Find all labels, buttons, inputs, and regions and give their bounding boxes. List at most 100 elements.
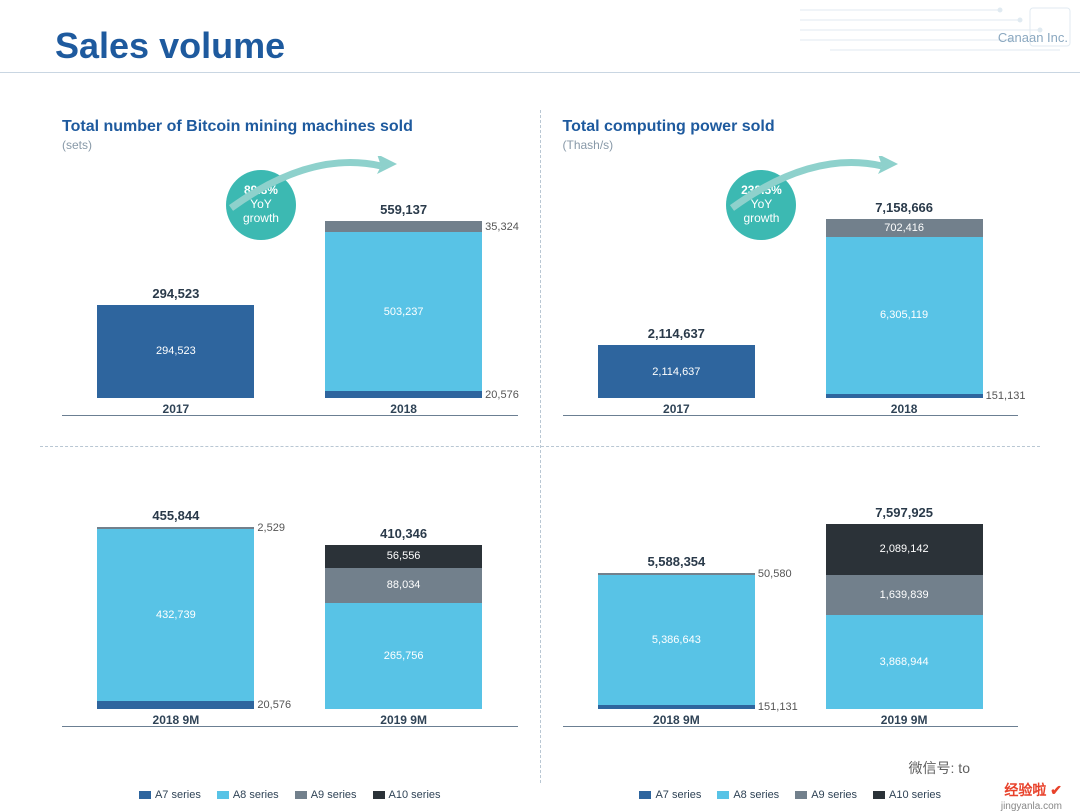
bar-stack: 265,756 88,034 56,556 — [325, 545, 482, 709]
bar-total-label: 7,597,925 — [875, 505, 933, 520]
chart-plot-area: 89.8%YoYgrowth294,523294,5232017559,1372… — [62, 158, 518, 436]
segment-label: 151,131 — [758, 701, 798, 713]
bar-column: 455,84420,576432,7392,5292018 9M — [80, 508, 271, 727]
bar-segment-a9: 35,324 — [325, 221, 482, 232]
legend-item: A10 series — [873, 789, 941, 801]
legend-item: A9 series — [795, 789, 857, 801]
bar-segment-a7: 20,576 — [97, 701, 254, 709]
x-axis-label: 2018 — [891, 402, 918, 416]
bar-segment-a10: 56,556 — [325, 545, 482, 568]
x-axis-label: 2018 9M — [653, 713, 700, 727]
site-watermark: jingyanla.com — [1001, 801, 1062, 812]
bar-segment-a7: 20,576 — [325, 391, 482, 398]
chart-top-right: Total computing power sold(Thash/s)238.5… — [541, 110, 1041, 446]
legend-swatch — [717, 791, 729, 799]
segment-label: 2,114,637 — [652, 366, 700, 378]
x-axis-label: 2019 9M — [380, 713, 427, 727]
segment-label: 265,756 — [384, 650, 424, 662]
brand-watermark: 经验啦 ✔ — [1004, 780, 1062, 800]
bar-segment-a9: 1,639,839 — [826, 575, 983, 615]
chart-unit: (sets) — [62, 138, 518, 152]
title-underline — [0, 72, 1080, 73]
legend-swatch — [873, 791, 885, 799]
chart-legend: A7 series A8 series A9 series A10 series — [541, 789, 1041, 801]
legend-label: A8 series — [733, 789, 779, 801]
chart-plot-area: 5,588,354 151,131 5,386,643 50,580 2018 9M 7,… — [563, 455, 1019, 747]
chart-bottom-right: 5,588,354 151,131 5,386,643 50,580 2018 9M 7,… — [541, 447, 1041, 783]
x-axis-label: 2018 — [390, 402, 417, 416]
segment-label: 20,576 — [257, 699, 291, 711]
bar-column: 2,114,6372,114,6372017 — [581, 326, 772, 416]
bar-segment-a9: 2,529 — [97, 527, 254, 529]
legend-label: A8 series — [233, 789, 279, 801]
chart-bottom-left: 455,84420,576432,7392,5292018 9M410,3462… — [40, 447, 540, 783]
bar-column: 5,588,354 151,131 5,386,643 50,580 2018 9M — [581, 554, 772, 727]
legend-label: A9 series — [811, 789, 857, 801]
bar-segment-a9: 702,416 — [826, 219, 983, 237]
bars-container: 455,84420,576432,7392,5292018 9M410,3462… — [62, 480, 518, 727]
legend-label: A7 series — [155, 789, 201, 801]
bar-total-label: 559,137 — [380, 202, 427, 217]
segment-label: 56,556 — [387, 550, 421, 562]
bar-column: 7,597,925 3,868,944 1,639,839 2,089,142 2019… — [808, 505, 999, 727]
x-axis-label: 2017 — [163, 402, 190, 416]
page-title: Sales volume — [55, 25, 285, 67]
legend-item: A8 series — [717, 789, 779, 801]
legend-label: A9 series — [311, 789, 357, 801]
bar-segment-a9: 50,580 — [598, 573, 755, 575]
bar-total-label: 2,114,637 — [648, 326, 705, 341]
segment-label: 88,034 — [387, 579, 421, 591]
segment-label: 20,576 — [485, 389, 519, 401]
segment-label: 1,639,839 — [880, 589, 929, 601]
bar-column: 294,523294,5232017 — [80, 286, 271, 416]
bar-segment-a7: 294,523 — [97, 305, 254, 398]
legend-swatch — [639, 791, 651, 799]
bar-segment-a7: 151,131 — [826, 394, 983, 398]
segment-label: 2,529 — [257, 522, 285, 534]
legend-swatch — [139, 791, 151, 799]
segment-label: 2,089,142 — [880, 543, 929, 555]
legend-swatch — [217, 791, 229, 799]
legend-item: A8 series — [217, 789, 279, 801]
bar-column: 559,137 20,576503,23735,324 2018 — [308, 202, 499, 416]
legend-swatch — [295, 791, 307, 799]
bar-segment-a8: 5,386,643 — [598, 575, 755, 706]
chart-plot-area: 455,84420,576432,7392,5292018 9M410,3462… — [62, 455, 518, 747]
bar-stack: 151,1316,305,119702,416 — [826, 219, 983, 398]
bars-container: 294,523294,5232017559,13720,576503,23735… — [62, 183, 518, 416]
chart-grid: Total number of Bitcoin mining machines … — [40, 110, 1040, 783]
legend-label: A7 series — [655, 789, 701, 801]
legend-label: A10 series — [389, 789, 441, 801]
x-axis-label: 2019 9M — [881, 713, 928, 727]
bar-segment-a7: 151,131 — [598, 705, 755, 709]
bar-column: 410,346 265,756 88,034 56,556 2019 9M — [308, 526, 499, 727]
bar-total-label: 410,346 — [380, 526, 427, 541]
legend-swatch — [795, 791, 807, 799]
wechat-watermark: 微信号: to — [909, 758, 970, 778]
segment-label: 3,868,944 — [880, 656, 929, 668]
bar-segment-a8: 3,868,944 — [826, 615, 983, 709]
bar-segment-a8: 265,756 — [325, 603, 482, 709]
legend-item: A7 series — [139, 789, 201, 801]
bar-stack: 294,523 — [97, 305, 254, 398]
legend-swatch — [373, 791, 385, 799]
legend-label: A10 series — [889, 789, 941, 801]
legend-item: A10 series — [373, 789, 441, 801]
bar-stack: 20,576503,23735,324 — [325, 221, 482, 398]
chart-title: Total number of Bitcoin mining machines … — [62, 118, 518, 136]
legend-item: A7 series — [639, 789, 701, 801]
bar-segment-a7: 2,114,637 — [598, 345, 755, 398]
segment-label: 294,523 — [156, 345, 196, 357]
segment-label: 151,131 — [986, 390, 1026, 402]
segment-label: 5,386,643 — [652, 634, 701, 646]
bar-segment-a9: 88,034 — [325, 568, 482, 603]
bar-segment-a8: 432,739 — [97, 529, 254, 701]
bar-total-label: 5,588,354 — [647, 554, 705, 569]
chart-unit: (Thash/s) — [563, 138, 1019, 152]
bar-segment-a8: 6,305,119 — [826, 237, 983, 395]
segment-label: 432,739 — [156, 609, 196, 621]
bar-column: 7,158,666151,1316,305,119702,4162018 — [808, 200, 999, 416]
bar-segment-a10: 2,089,142 — [826, 524, 983, 575]
legend-item: A9 series — [295, 789, 357, 801]
bar-stack: 2,114,637 — [598, 345, 755, 398]
